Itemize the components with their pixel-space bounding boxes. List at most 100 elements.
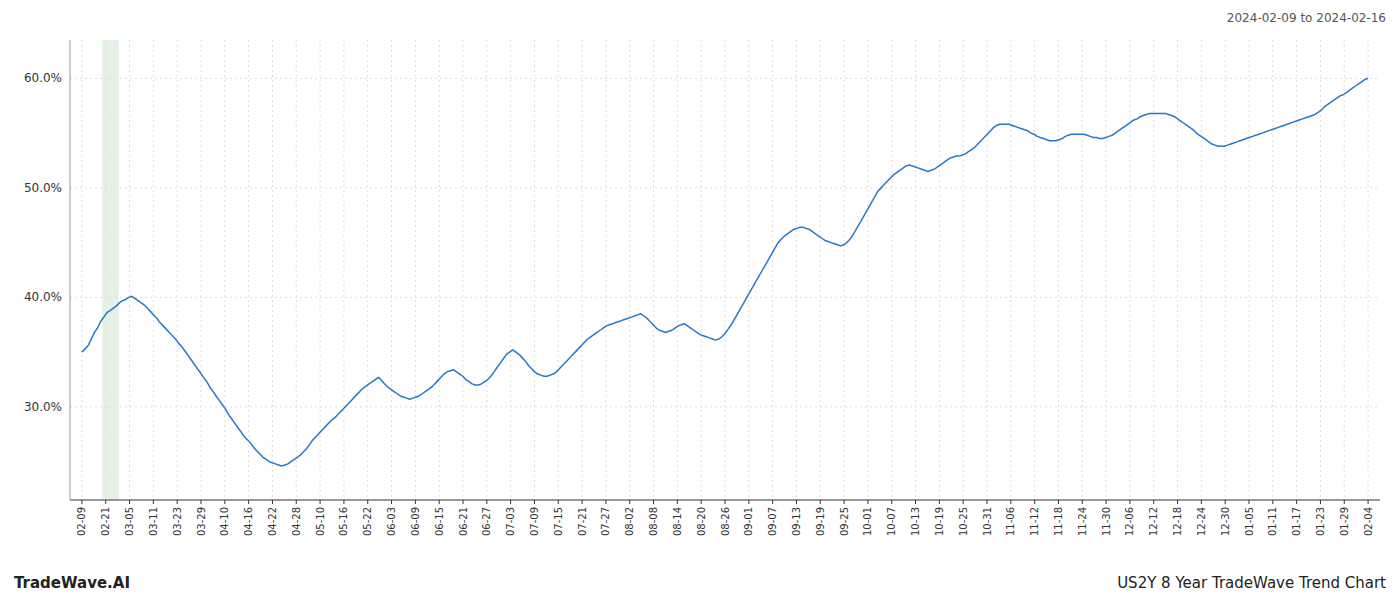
grid-line-x	[153, 40, 154, 500]
x-tick	[224, 500, 225, 504]
x-tick	[629, 500, 630, 504]
grid-line-x	[81, 40, 82, 500]
x-tick-label: 11-24	[1077, 507, 1088, 536]
x-tick-label: 05-22	[362, 507, 373, 536]
x-tick-label: 01-17	[1291, 507, 1302, 536]
x-tick	[1034, 500, 1035, 504]
grid-line-x	[463, 40, 464, 500]
x-tick	[844, 500, 845, 504]
x-tick-label: 03-23	[172, 507, 183, 536]
grid	[70, 40, 1380, 500]
x-tick-label: 03-05	[124, 507, 135, 536]
x-tick	[605, 500, 606, 504]
grid-line-x	[701, 40, 702, 500]
grid-line-x	[367, 40, 368, 500]
grid-line-x	[415, 40, 416, 500]
x-tick-label: 06-15	[434, 507, 445, 536]
grid-line-x	[486, 40, 487, 500]
x-tick	[1082, 500, 1083, 504]
x-tick	[105, 500, 106, 504]
x-tick	[701, 500, 702, 504]
x-tick-label: 11-12	[1029, 507, 1040, 536]
grid-line-x	[1106, 40, 1107, 500]
x-tick	[1249, 500, 1250, 504]
grid-line-x	[1225, 40, 1226, 500]
grid-line-x	[248, 40, 249, 500]
grid-line-x	[963, 40, 964, 500]
grid-line-x	[1296, 40, 1297, 500]
x-tick-label: 03-29	[196, 507, 207, 536]
x-tick	[1225, 500, 1226, 504]
x-tick-label: 04-22	[267, 507, 278, 536]
x-tick	[201, 500, 202, 504]
grid-line-x	[1320, 40, 1321, 500]
x-tick-label: 02-04	[1363, 507, 1374, 536]
x-tick	[510, 500, 511, 504]
y-axis-line	[70, 40, 71, 500]
grid-line-x	[1249, 40, 1250, 500]
x-tick-label: 06-21	[458, 507, 469, 536]
x-tick-label: 04-16	[243, 507, 254, 536]
x-tick	[367, 500, 368, 504]
x-tick-label: 04-10	[219, 507, 230, 536]
x-tick	[1320, 500, 1321, 504]
x-tick	[177, 500, 178, 504]
x-tick	[391, 500, 392, 504]
grid-line-y	[70, 297, 1380, 298]
x-tick	[343, 500, 344, 504]
x-tick-label: 10-13	[910, 507, 921, 536]
x-tick-label: 07-03	[505, 507, 516, 536]
grid-line-x	[1368, 40, 1369, 500]
x-tick	[248, 500, 249, 504]
x-tick-label: 07-09	[529, 507, 540, 536]
x-tick	[81, 500, 82, 504]
x-tick-label: 08-08	[648, 507, 659, 536]
x-tick	[677, 500, 678, 504]
grid-line-x	[605, 40, 606, 500]
grid-line-x	[296, 40, 297, 500]
x-tick	[915, 500, 916, 504]
x-tick-label: 10-31	[982, 507, 993, 536]
x-tick-label: 01-11	[1267, 507, 1278, 536]
x-tick-label: 09-07	[767, 507, 778, 536]
x-tick	[1010, 500, 1011, 504]
x-tick-label: 02-21	[100, 507, 111, 536]
x-tick	[415, 500, 416, 504]
x-tick-label: 09-25	[839, 507, 850, 536]
x-tick-label: 07-15	[553, 507, 564, 536]
x-tick-label: 12-30	[1220, 507, 1231, 536]
grid-line-x	[915, 40, 916, 500]
grid-line-x	[224, 40, 225, 500]
grid-line-x	[1129, 40, 1130, 500]
line	[82, 78, 1368, 466]
x-tick-label: 09-01	[743, 507, 754, 536]
x-tick	[582, 500, 583, 504]
grid-line-x	[796, 40, 797, 500]
grid-line-x	[1201, 40, 1202, 500]
x-tick-label: 06-09	[410, 507, 421, 536]
x-tick	[534, 500, 535, 504]
grid-line-x	[1082, 40, 1083, 500]
x-tick-label: 12-12	[1148, 507, 1159, 536]
x-tick	[796, 500, 797, 504]
grid-line-x	[987, 40, 988, 500]
x-tick-label: 07-21	[577, 507, 588, 536]
grid-line-x	[653, 40, 654, 500]
grid-line-x	[939, 40, 940, 500]
x-tick	[939, 500, 940, 504]
x-tick-label: 02-09	[76, 507, 87, 536]
x-tick	[772, 500, 773, 504]
grid-line-x	[772, 40, 773, 500]
x-tick-label: 01-23	[1315, 507, 1326, 536]
x-tick	[820, 500, 821, 504]
title: US2Y 8 Year TradeWave Trend Chart	[1117, 574, 1386, 592]
x-tick-label: 07-27	[600, 507, 611, 536]
annotation: TradeWave.AI	[14, 574, 130, 592]
x-tick-label: 08-14	[672, 507, 683, 536]
y-tick-label: 40.0%	[24, 290, 62, 304]
x-tick-label: 10-19	[934, 507, 945, 536]
x-tick-label: 08-26	[720, 507, 731, 536]
grid-line-x	[1034, 40, 1035, 500]
grid-line-x	[177, 40, 178, 500]
grid-line-x	[820, 40, 821, 500]
